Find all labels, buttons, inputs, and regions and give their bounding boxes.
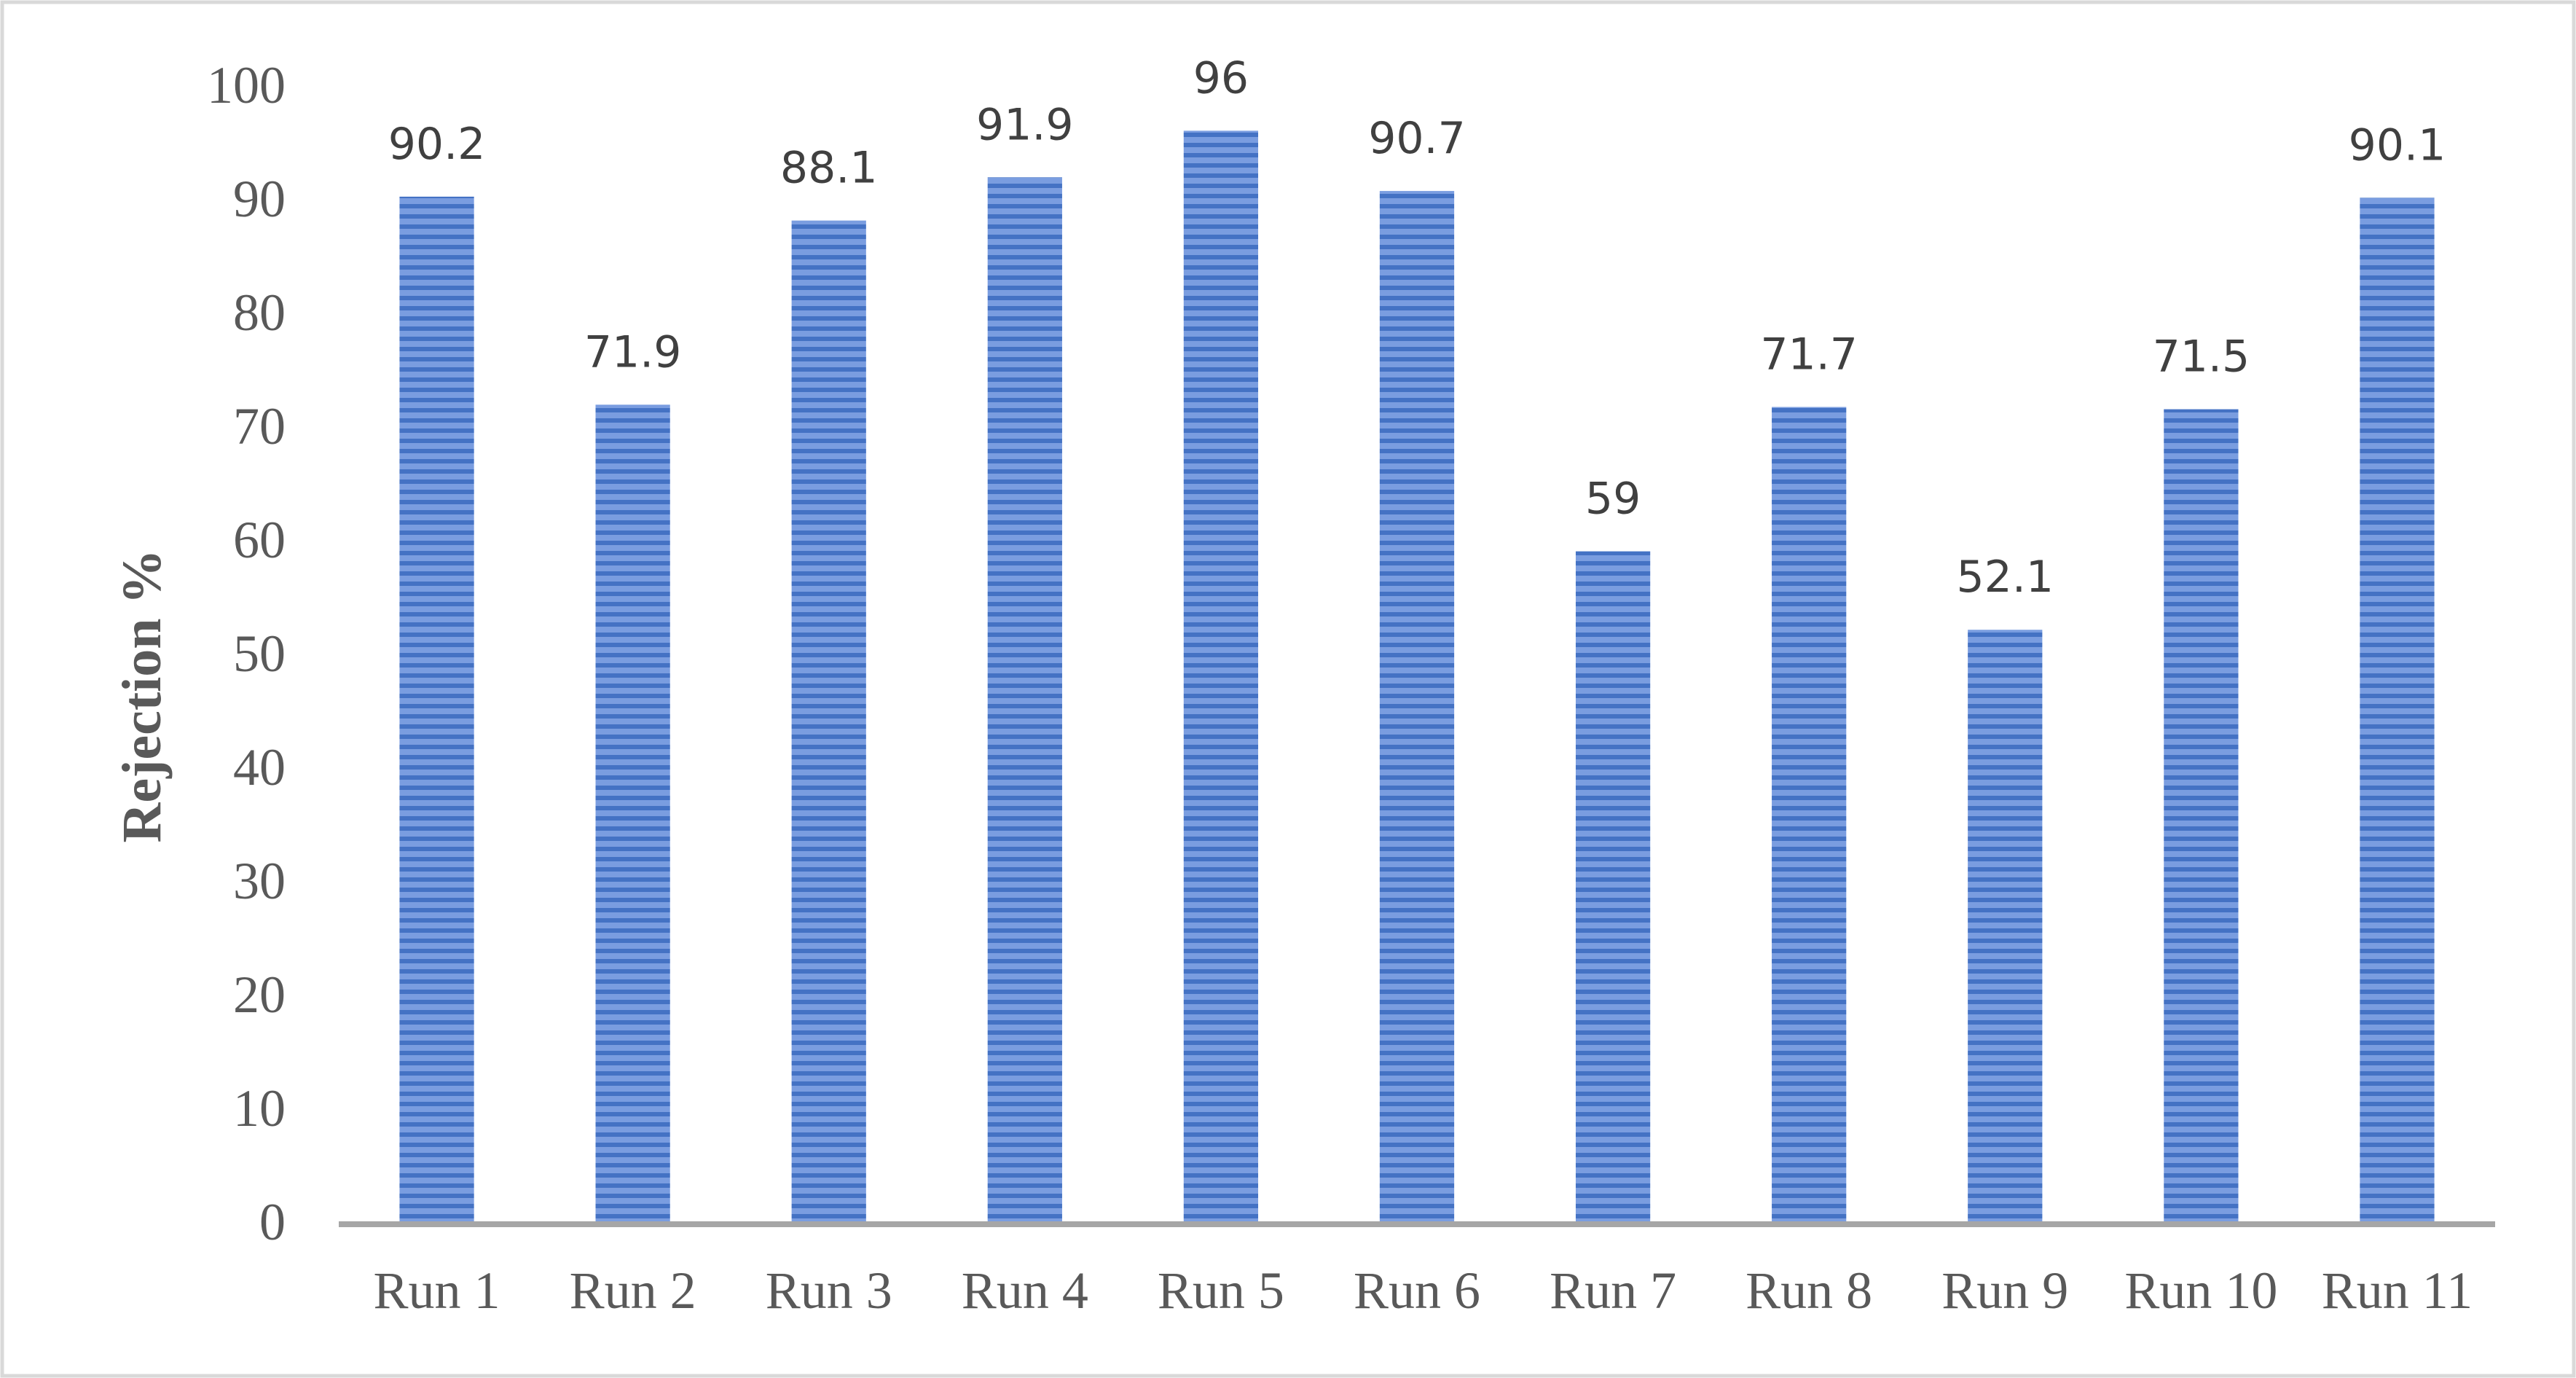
- category-label: Run 3: [766, 1261, 892, 1320]
- category-label: Run 1: [374, 1261, 500, 1320]
- bar-fill: [1183, 130, 1259, 1222]
- bar-data-label: 71.9: [584, 326, 682, 377]
- bar-data-label: 52.1: [1956, 552, 2054, 603]
- bar-fill: [2164, 409, 2239, 1222]
- bar-fill: [791, 220, 866, 1222]
- bar: [399, 196, 474, 1222]
- bar-fill: [2360, 197, 2435, 1223]
- y-tick-label: 50: [233, 625, 286, 683]
- bar: [1379, 191, 1455, 1223]
- y-tick-label: 80: [233, 283, 286, 342]
- y-tick-label: 40: [233, 738, 286, 796]
- category-label: Run 8: [1746, 1261, 1872, 1320]
- bar-data-label: 96: [1193, 52, 1249, 103]
- bar: [2164, 409, 2239, 1222]
- bar-fill: [1968, 630, 2043, 1222]
- bar: [791, 220, 866, 1222]
- category-label: Run 2: [570, 1261, 696, 1320]
- y-tick-label: 20: [233, 966, 286, 1024]
- bar-fill: [1772, 407, 1847, 1222]
- y-tick-label: 70: [233, 397, 286, 455]
- y-tick-label: 30: [233, 852, 286, 910]
- bar: [1575, 551, 1651, 1222]
- bar-fill: [1575, 551, 1651, 1222]
- category-label: Run 5: [1158, 1261, 1284, 1320]
- y-tick-label: 10: [233, 1079, 286, 1138]
- category-label: Run 9: [1941, 1261, 2068, 1320]
- bar: [1183, 130, 1259, 1222]
- bar: [2360, 197, 2435, 1223]
- category-label: Run 6: [1354, 1261, 1480, 1320]
- y-tick-label: 100: [207, 56, 286, 114]
- bar-data-label: 90.7: [1368, 113, 1466, 164]
- bar: [595, 404, 670, 1222]
- bar-data-label: 90.2: [388, 119, 486, 170]
- bar-fill: [1379, 191, 1455, 1223]
- category-label: Run 11: [2322, 1261, 2473, 1320]
- category-label: Run 10: [2124, 1261, 2277, 1320]
- bar: [1772, 407, 1847, 1222]
- category-label: Run 7: [1550, 1261, 1676, 1320]
- bar-data-label: 59: [1585, 474, 1641, 525]
- y-tick-label: 60: [233, 511, 286, 569]
- bar-data-label: 91.9: [976, 99, 1074, 150]
- bar-data-label: 71.5: [2153, 332, 2250, 383]
- bar-fill: [987, 177, 1062, 1223]
- y-axis-title: Rejection %: [111, 549, 173, 842]
- y-tick-label: 90: [233, 170, 286, 228]
- bar: [1968, 630, 2043, 1222]
- bar-data-label: 88.1: [780, 143, 878, 194]
- bar: [987, 177, 1062, 1223]
- x-axis-category-labels: Run 1 Run 2 Run 3 Run 4 Run 5 Run 6 Run 7 Run 8…: [374, 1261, 2473, 1320]
- bar-data-label: 90.1: [2349, 120, 2446, 171]
- y-axis-tick-labels: 0 10 20 30 40 50 60 70 80 90 100: [207, 56, 286, 1251]
- category-label: Run 4: [962, 1261, 1088, 1320]
- bar-series: [399, 130, 2435, 1223]
- y-tick-label: 0: [259, 1193, 286, 1251]
- bar-fill: [595, 404, 670, 1222]
- bar-fill: [399, 196, 474, 1222]
- bar-data-label: 71.7: [1760, 329, 1858, 380]
- data-labels: 90.2 71.9 88.1 91.9 96 90.7 59 71.7 52.1 71.5 90.1: [388, 52, 2446, 603]
